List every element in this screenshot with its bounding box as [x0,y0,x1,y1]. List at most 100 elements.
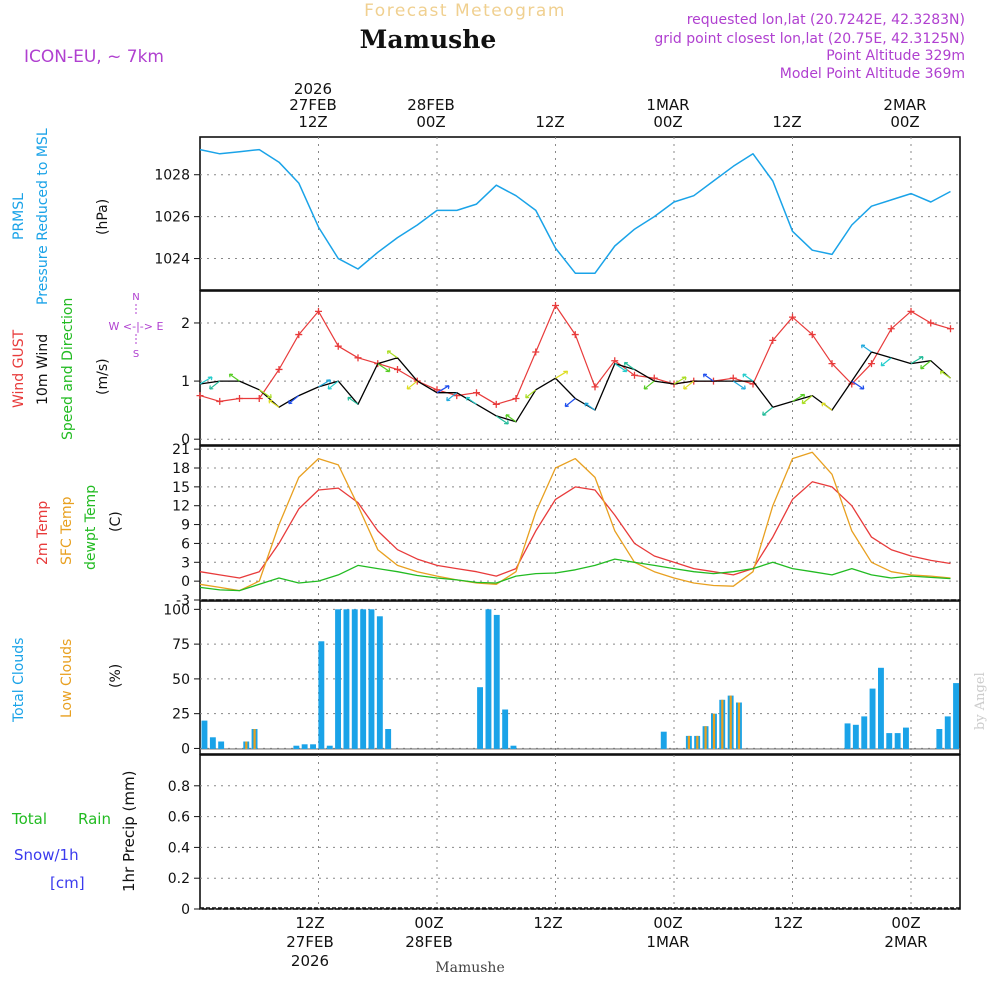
wind-direction-arrow-15 [495,415,509,425]
wind-direction-arrow-30 [792,393,806,402]
low-cloud-bar-5 [712,713,716,749]
clouds-unit: (%) [108,664,124,688]
gust-marker-7 [334,342,342,350]
top-hour-3: 00Z [653,113,682,131]
model-altitude: Model Point Altitude 369m [780,66,965,82]
low-cloud-bar-2 [687,735,690,749]
total-cloud-bar-34 [878,667,884,749]
top-day-1: 28FEB [407,96,454,114]
temp-ytick-label-7: 18 [172,461,190,477]
temp-label-2: SFC Temp [59,496,75,565]
gust-marker-36 [907,307,915,315]
wind-panel: 0 1 2 [181,290,961,448]
temp-ytick-label-1: 0 [181,574,190,590]
bottom-time-axis: 12Z 27FEB 2026 00Z 28FEB 12Z 00Z 1MAR 12… [286,914,927,970]
precip-frame [199,754,961,910]
low-cloud-bar-8 [737,702,741,749]
bottom-day-5: 2MAR [884,933,927,951]
precip-label-cm: [cm] [50,874,85,892]
wind-label-2: 10m Wind [35,334,51,405]
wind-direction-arrow-6 [318,379,332,388]
total-cloud-bar-21 [510,745,517,749]
total-cloud-bar-40 [953,683,959,749]
top-hour-4: 12Z [772,113,801,131]
gust-marker-16 [512,395,520,403]
wind-frame [199,290,961,446]
top-day-3: 1MAR [646,96,689,114]
wind-direction-arrow-16 [505,414,517,423]
total-cloud-bar-0 [201,720,208,749]
wind-direction-arrow-9 [377,363,391,373]
wind-direction-arrow-32 [821,402,833,411]
bottom-day-0: 27FEB [286,933,333,951]
total-cloud-bar-5 [293,745,300,749]
wind-direction-arrow-25 [683,380,695,390]
precip-ytick-label-4: 0.8 [168,779,190,795]
total-cloud-bar-20 [502,709,509,749]
temp-ytick-label-2: 3 [181,555,190,571]
top-hour-2: 12Z [535,113,564,131]
wind-direction-arrow-28 [742,373,754,382]
wind-direction-arrow-18 [555,370,569,379]
total-cloud-bar-19 [493,614,500,749]
total-cloud-bar-32 [861,716,868,749]
wind-direction-arrow-26 [702,373,714,382]
gust-marker-20 [591,383,599,391]
subtitle: Forecast Meteogram [364,1,566,21]
pressure-labels: PRMSL Pressure Reduced to MSL (hPa) [11,128,111,305]
temp-ytick-label-4: 9 [181,518,190,534]
total-cloud-bar-10 [335,609,341,749]
clouds-ytick-label-2: 50 [172,672,190,688]
low-cloud-bar-6 [721,699,724,749]
precip-label-total: Total [11,810,47,828]
precip-label-rain: Rain [78,810,111,828]
pressure-frame [199,136,961,291]
wind-direction-arrow-23 [643,380,655,390]
top-hour-5: 00Z [890,113,919,131]
wind-direction-arrow-22 [623,361,635,370]
wind-direction-arrow-5 [288,395,300,405]
wind-direction-arrow-31 [801,395,813,405]
gust-marker-5 [295,331,303,339]
gust-marker-3 [255,395,263,403]
total-cloud-bar-22 [660,731,667,749]
wind-direction-arrow-29 [762,406,774,416]
wind-direction-arrow-7 [327,380,339,390]
gust-marker-32 [828,360,836,368]
total-cloud-bar-16 [385,729,392,749]
bottom-day-3: 1MAR [646,933,689,951]
total-cloud-bar-12 [351,609,358,749]
total-cloud-bar-15 [376,616,383,749]
wind-ytick-label-0: 0 [181,432,190,448]
bottom-day-1: 28FEB [405,933,452,951]
temp-ytick-label-5: 12 [172,499,190,515]
wind-direction-arrow-36 [910,356,924,365]
gust-marker-29 [769,336,777,344]
wind-direction-arrow-3 [258,389,272,399]
temp-label-3: dewpt Temp [83,485,99,570]
wind-direction-arrow-37 [920,360,932,370]
gust-marker-30 [789,313,796,321]
bottom-year: 2026 [291,952,329,970]
gust-marker-18 [552,302,559,310]
wind-direction-arrow-24 [673,376,687,385]
total-cloud-bar-7 [310,744,316,749]
requested-coords: requested lon,lat (20.7242E, 42.3283N) [687,12,965,28]
total-cloud-bar-38 [936,729,943,749]
pressure-unit: (hPa) [95,199,111,235]
low-cloud-bar-4 [704,726,707,749]
top-day-5: 2MAR [883,96,926,114]
wind-label-3: Speed and Direction [60,298,76,440]
temp2m-line [199,481,951,579]
wind-direction-arrow-10 [386,350,398,359]
bottom-hour-0: 12Z [295,914,324,932]
wind-direction-arrow-0 [199,376,213,385]
total-cloud-bar-14 [368,609,375,749]
precip-ytick-label-1: 0.2 [168,871,190,887]
wind-direction-arrow-2 [228,373,240,382]
total-cloud-bar-36 [894,733,901,749]
gust-marker-15 [492,400,500,408]
gust-marker-31 [808,331,816,339]
precip-panel: 0 0.2 0.4 0.6 0.8 [168,754,961,918]
